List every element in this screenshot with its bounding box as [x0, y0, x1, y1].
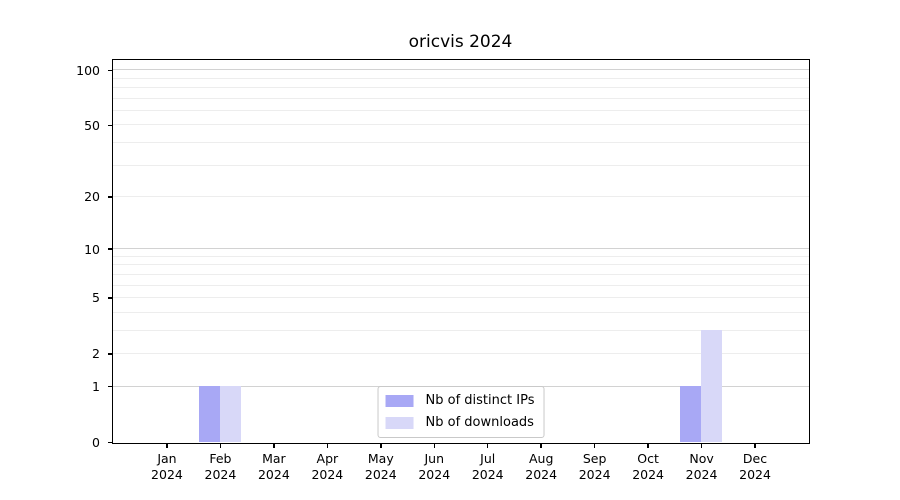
- y-tick-label: 20: [84, 189, 100, 205]
- bar-downloads: [701, 330, 723, 442]
- y-tick-mark: [107, 196, 112, 198]
- legend-row: Nb of distinct IPs: [385, 393, 535, 409]
- gridline-minor: [113, 109, 809, 111]
- x-tick-mark: [166, 444, 168, 448]
- legend-swatch: [385, 395, 414, 407]
- y-tick-label: 50: [84, 117, 100, 133]
- gridline-minor: [113, 124, 809, 126]
- x-tick-label: Dec 2024: [739, 451, 771, 482]
- x-tick-mark: [433, 444, 436, 448]
- y-tick-label: 100: [76, 62, 100, 78]
- chart-title: oricvis 2024: [408, 32, 513, 52]
- plot-area: Nb of distinct IPs Nb of downloads: [112, 59, 810, 444]
- y-tick-mark: [107, 353, 112, 355]
- legend-swatch: [385, 417, 414, 429]
- gridline-minor: [113, 311, 809, 313]
- gridline-minor: [113, 273, 809, 275]
- y-tick-label: 10: [84, 241, 100, 257]
- x-tick-mark: [219, 444, 222, 448]
- x-tick-label: Sep 2024: [578, 451, 611, 482]
- x-tick-mark: [486, 444, 489, 448]
- x-tick-mark: [540, 444, 542, 448]
- x-tick-label: Jun 2024: [418, 451, 451, 482]
- legend: Nb of distinct IPs Nb of downloads: [377, 386, 545, 438]
- x-tick-label: Jul 2024: [471, 451, 504, 482]
- bar-distinct-ips: [679, 386, 702, 442]
- y-tick-mark: [107, 297, 112, 299]
- gridline-minor: [113, 87, 809, 89]
- x-tick-label: Nov 2024: [685, 451, 718, 482]
- gridline-minor: [113, 141, 809, 143]
- x-tick-mark: [647, 444, 649, 448]
- legend-row: Nb of downloads: [385, 415, 535, 431]
- y-tick-label: 1: [92, 379, 100, 395]
- x-tick-label: Apr 2024: [311, 451, 344, 482]
- y-tick-mark: [107, 69, 112, 71]
- x-tick-label: May 2024: [364, 451, 397, 482]
- legend-label: Nb of distinct IPs: [425, 393, 535, 408]
- x-tick-label: Jan 2024: [151, 451, 183, 482]
- gridline-minor: [113, 97, 809, 99]
- y-tick-mark: [107, 124, 112, 127]
- gridline-minor: [113, 77, 809, 79]
- y-tick-mark: [107, 441, 112, 444]
- y-tick-mark: [107, 385, 112, 388]
- x-tick-mark: [754, 444, 756, 448]
- x-tick-mark: [273, 444, 275, 448]
- y-tick-label: 2: [92, 346, 100, 362]
- gridline-minor: [113, 352, 809, 354]
- x-tick-mark: [326, 444, 329, 448]
- gridline-minor: [113, 255, 809, 257]
- x-tick-label: Mar 2024: [257, 451, 290, 482]
- x-tick-label: Feb 2024: [204, 451, 237, 482]
- bar-downloads: [219, 386, 242, 442]
- x-tick-mark: [380, 444, 382, 448]
- gridline-minor: [113, 284, 809, 286]
- gridline-minor: [113, 329, 809, 331]
- y-tick-mark: [107, 248, 112, 250]
- gridline-major: [113, 248, 809, 250]
- y-tick-label: 0: [92, 435, 100, 450]
- bar-distinct-ips: [198, 386, 220, 442]
- x-tick-mark: [593, 444, 596, 448]
- gridline-minor: [113, 195, 809, 197]
- gridline-minor: [113, 264, 809, 266]
- gridline-minor: [113, 164, 809, 166]
- y-tick-label: 5: [92, 290, 100, 306]
- x-tick-label: Oct 2024: [632, 451, 665, 482]
- gridline-major: [113, 69, 809, 71]
- legend-label: Nb of downloads: [425, 415, 534, 430]
- x-tick-label: Aug 2024: [525, 451, 558, 482]
- x-tick-mark: [700, 444, 703, 448]
- gridline-minor: [113, 296, 809, 298]
